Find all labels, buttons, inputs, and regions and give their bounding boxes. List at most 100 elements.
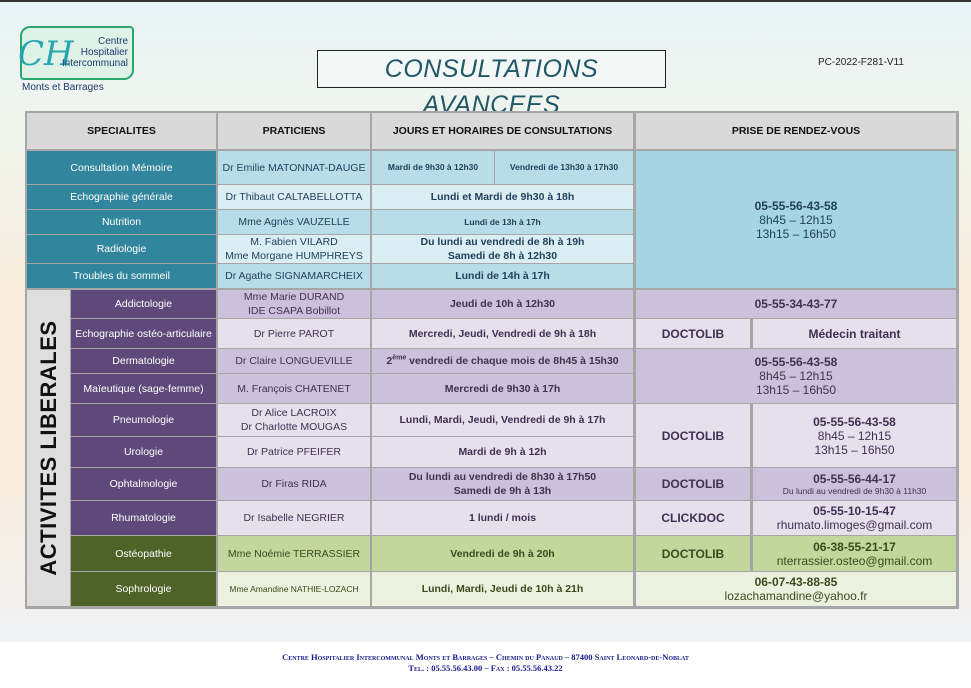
specialite-cell-text: Sophrologie — [115, 583, 172, 595]
rdv-platform-text: CLICKDOC — [661, 511, 725, 525]
rdv-cell-text: 05-55-10-15-47 — [813, 504, 896, 518]
praticien-cell: Dr Claire LONGUEVILLE — [218, 349, 370, 373]
rdv-cell-text: 05-55-56-43-58 — [754, 198, 838, 213]
hospital-logo: CH Centre Hospitalier Intercommunal Mont… — [16, 20, 134, 94]
praticien-cell-text: IDE CSAPA Bobillot — [247, 305, 340, 317]
praticien-cell-text: Dr Claire LONGUEVILLE — [235, 355, 353, 367]
column-header: PRATICIENS — [218, 113, 370, 149]
praticien-cell-text: Dr Alice LACROIX — [251, 407, 337, 419]
praticien-cell: Dr Isabelle NEGRIER — [218, 501, 370, 535]
horaire-cell: Vendredi de 9h à 20h — [372, 536, 633, 571]
rdv-cell-text: rhumato.limoges@gmail.com — [776, 518, 933, 532]
specialite-cell: Maïeutique (sage-femme) — [71, 374, 216, 403]
horaire-cell: Lundi, Mardi, Jeudi, Vendredi de 9h à 17… — [372, 404, 633, 436]
horaire-cell-text: 2ème vendredi de chaque mois de 8h45 à 1… — [386, 354, 618, 368]
horaire-cell-text: Samedi de 9h à 13h — [453, 485, 552, 497]
document-reference: PC-2022-F281-V11 — [818, 57, 904, 68]
rdv-cell: Médecin traitant — [753, 319, 956, 348]
horaire-part: ème — [392, 354, 407, 362]
praticien-cell: Dr Firas RIDA — [218, 468, 370, 500]
horaire-cell-text: Lundi, Mardi, Jeudi de 10h à 21h — [421, 583, 584, 595]
specialite-cell: Dermatologie — [71, 349, 216, 373]
column-header-text: PRISE DE RENDEZ-VOUS — [731, 125, 861, 137]
rdv-cell: 05-55-10-15-47 rhumato.limoges@gmail.com — [753, 501, 956, 535]
praticien-cell: Dr Thibaut CALTABELLOTTA — [218, 185, 370, 209]
horaire-cell: Vendredi de 13h30 à 17h30 — [495, 151, 633, 184]
praticien-cell-text: Mme Morgane HUMPHREYS — [225, 250, 363, 262]
rdv-cell-text: 13h15 – 16h50 — [755, 383, 837, 397]
rdv-cell-text: 8h45 – 12h15 — [817, 428, 892, 443]
praticien-cell-text: M. Fabien VILARD — [250, 236, 338, 248]
rdv-cell: 05-55-34-43-77 — [636, 290, 956, 318]
rdv-cell-text: Du lundi au vendredi de 9h30 à 11h30 — [782, 485, 927, 496]
column-header: SPECIALITES — [27, 113, 216, 149]
rdv-cell-text: 8h45 – 12h15 — [759, 369, 833, 383]
horaire-cell-text: Samedi de 8h à 12h30 — [447, 250, 558, 262]
praticien-cell: Mme Noémie TERRASSIER — [218, 536, 370, 571]
specialite-cell: Urologie — [71, 437, 216, 467]
praticien-cell-text: Mme Agnès VAUZELLE — [238, 216, 350, 228]
specialite-cell: Radiologie — [27, 235, 216, 263]
specialite-cell-text: Maïeutique (sage-femme) — [83, 382, 204, 395]
specialite-cell-text: Ophtalmologie — [109, 478, 178, 490]
horaire-cell-text: 1 lundi / mois — [468, 512, 537, 524]
rdv-platform: DOCTOLIB — [636, 404, 750, 467]
horaire-cell: Mercredi, Jeudi, Vendredi de 9h à 18h — [372, 319, 633, 348]
praticien-cell-text: M. François CHATENET — [237, 382, 351, 395]
specialite-cell: Ostéopathie — [71, 536, 216, 571]
praticien-cell: Dr Alice LACROIX Dr Charlotte MOUGAS — [218, 404, 370, 436]
rdv-platform: DOCTOLIB — [636, 468, 750, 500]
rdv-cell-text: Médecin traitant — [808, 326, 901, 341]
specialite-cell-text: Ostéopathie — [115, 547, 172, 560]
horaire-cell: 2ème vendredi de chaque mois de 8h45 à 1… — [372, 349, 633, 373]
horaire-cell: Mardi de 9h30 à 12h30 — [372, 151, 494, 184]
rdv-cell: 05-55-56-43-58 8h45 – 12h15 13h15 – 16h50 — [753, 404, 956, 467]
horaire-cell-text: Lundi de 14h à 17h — [455, 270, 550, 282]
rdv-cell-text: 13h15 – 16h50 — [755, 226, 837, 241]
specialite-cell: Consultation Mémoire — [27, 151, 216, 184]
praticien-cell-text: Dr Pierre PAROT — [253, 327, 335, 340]
specialite-cell: Ophtalmologie — [71, 468, 216, 500]
praticien-cell-text: Dr Patrice PFEIFER — [247, 446, 341, 458]
specialite-cell-text: Rhumatologie — [111, 512, 176, 524]
horaire-cell-text: Du lundi au vendredi de 8h à 19h — [420, 236, 585, 248]
praticien-cell-text: Dr Isabelle NEGRIER — [243, 512, 345, 524]
horaire-cell-text: Vendredi de 9h à 20h — [450, 547, 555, 560]
specialite-cell-text: Echographie générale — [70, 191, 173, 203]
praticien-cell: Dr Emilie MATONNAT-DAUGE — [218, 151, 370, 184]
rdv-cell: 05-55-56-44-17 Du lundi au vendredi de 9h… — [753, 468, 956, 500]
specialite-cell-text: Pneumologie — [112, 414, 175, 426]
rdv-cell-text: 05-55-56-43-58 — [754, 355, 838, 369]
rdv-platform-text: DOCTOLIB — [661, 428, 725, 443]
praticien-cell: Mme Agnès VAUZELLE — [218, 210, 370, 234]
horaire-cell: Lundi, Mardi, Jeudi de 10h à 21h — [372, 572, 633, 606]
horaire-cell-text: Mardi de 9h à 12h — [458, 446, 547, 458]
specialite-cell-text: Echographie ostéo-articulaire — [75, 327, 212, 340]
section-label-activites-liberales: ACTIVITES LIBERALES — [27, 290, 70, 606]
rdv-cell: 06-38-55-21-17 nterrassier.osteo@gmail.co… — [753, 536, 956, 571]
rdv-platform-text: DOCTOLIB — [661, 326, 725, 341]
rdv-cell-text: 8h45 – 12h15 — [759, 212, 833, 227]
rdv-cell-text: 05-55-34-43-77 — [754, 297, 838, 311]
horaire-cell-text: Lundi et Mardi de 9h30 à 18h — [430, 191, 575, 203]
specialite-cell: Rhumatologie — [71, 501, 216, 535]
horaire-cell-text: Lundi de 13h à 17h — [464, 216, 541, 227]
rdv-cell-text: 05-55-56-44-17 — [813, 471, 896, 486]
specialite-cell-text: Dermatologie — [112, 355, 175, 367]
horaire-cell: Du lundi au vendredi de 8h à 19h Samedi d… — [372, 235, 633, 263]
rdv-platform-text: DOCTOLIB — [661, 477, 725, 491]
praticien-cell: M. François CHATENET — [218, 374, 370, 403]
praticien-cell: Dr Patrice PFEIFER — [218, 437, 370, 467]
praticien-cell-text: Dr Agathe SIGNAMARCHEIX — [225, 270, 363, 282]
column-header: PRISE DE RENDEZ-VOUS — [636, 113, 956, 149]
specialite-cell-text: Nutrition — [101, 216, 142, 228]
rdv-cell-text: 05-55-56-43-58 — [813, 414, 896, 429]
horaire-cell: Lundi de 14h à 17h — [372, 264, 633, 288]
footer-phone-fax: Tel. : 05.55.56.43.00 – Fax : 05.55.56.4… — [408, 663, 563, 673]
praticien-cell-text: Dr Emilie MATONNAT-DAUGE — [222, 161, 366, 174]
horaire-cell: Mardi de 9h à 12h — [372, 437, 633, 467]
logo-text: Monts et Barrages — [22, 82, 104, 93]
horaire-cell-text: Du lundi au vendredi de 8h30 à 17h50 — [408, 471, 597, 483]
logo-text: Hospitalier — [80, 47, 128, 58]
page-title: CONSULTATIONS AVANCEES — [317, 50, 666, 119]
